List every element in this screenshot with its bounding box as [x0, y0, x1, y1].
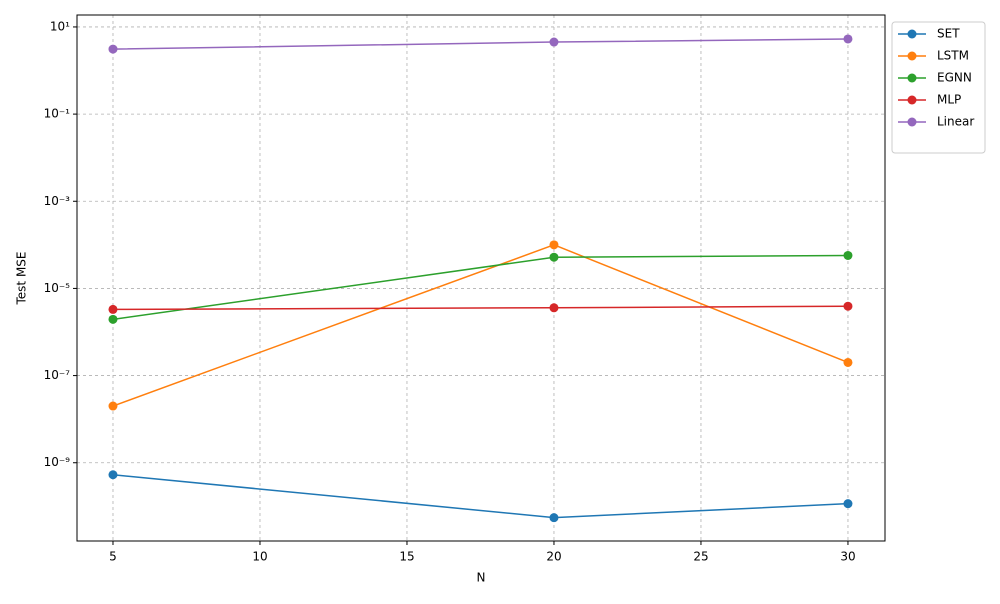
- legend-label: LSTM: [937, 49, 969, 63]
- legend-label: MLP: [937, 93, 961, 107]
- point: [108, 314, 118, 324]
- plot-frame: [76, 14, 886, 542]
- point: [843, 301, 853, 311]
- legend-marker: [907, 51, 917, 61]
- point: [549, 37, 559, 47]
- point: [549, 513, 559, 523]
- y-tick-label: 10⁻³: [44, 194, 71, 208]
- legend-marker: [907, 73, 917, 83]
- point: [108, 401, 118, 411]
- point: [549, 252, 559, 262]
- point: [108, 304, 118, 314]
- series-line: [112, 254, 848, 321]
- point: [108, 44, 118, 54]
- series-line: [112, 474, 848, 519]
- series-line: [112, 305, 848, 311]
- x-tick-label: 10: [252, 550, 267, 564]
- point: [108, 470, 118, 480]
- y-tick-label: 10⁻⁹: [44, 455, 71, 469]
- point: [549, 240, 559, 250]
- y-axis-label: Test MSE: [15, 252, 29, 306]
- legend-label: SET: [937, 27, 960, 41]
- point: [843, 357, 853, 367]
- y-tick-label: 10⁻¹: [44, 107, 71, 121]
- point: [843, 250, 853, 260]
- x-tick-label: 20: [546, 550, 561, 564]
- legend-marker: [907, 117, 917, 127]
- y-tick-label: 10⁻⁵: [44, 281, 71, 295]
- point: [549, 303, 559, 313]
- x-tick-label: 25: [693, 550, 708, 564]
- x-tick-label: 5: [109, 550, 117, 564]
- legend-marker: [907, 29, 917, 39]
- y-tick-label: 10⁻⁷: [44, 368, 71, 382]
- point: [843, 499, 853, 509]
- legend-marker: [907, 95, 917, 105]
- series-line: [112, 244, 849, 407]
- x-axis-label: N: [477, 571, 486, 585]
- point: [843, 34, 853, 44]
- y-tick-label: 10¹: [50, 19, 70, 33]
- legend-label: EGNN: [937, 71, 972, 85]
- legend-frame: [891, 21, 986, 154]
- legend-label: Linear: [937, 115, 974, 129]
- x-tick-label: 15: [399, 550, 414, 564]
- series-line: [112, 38, 848, 50]
- x-tick-label: 30: [840, 550, 855, 564]
